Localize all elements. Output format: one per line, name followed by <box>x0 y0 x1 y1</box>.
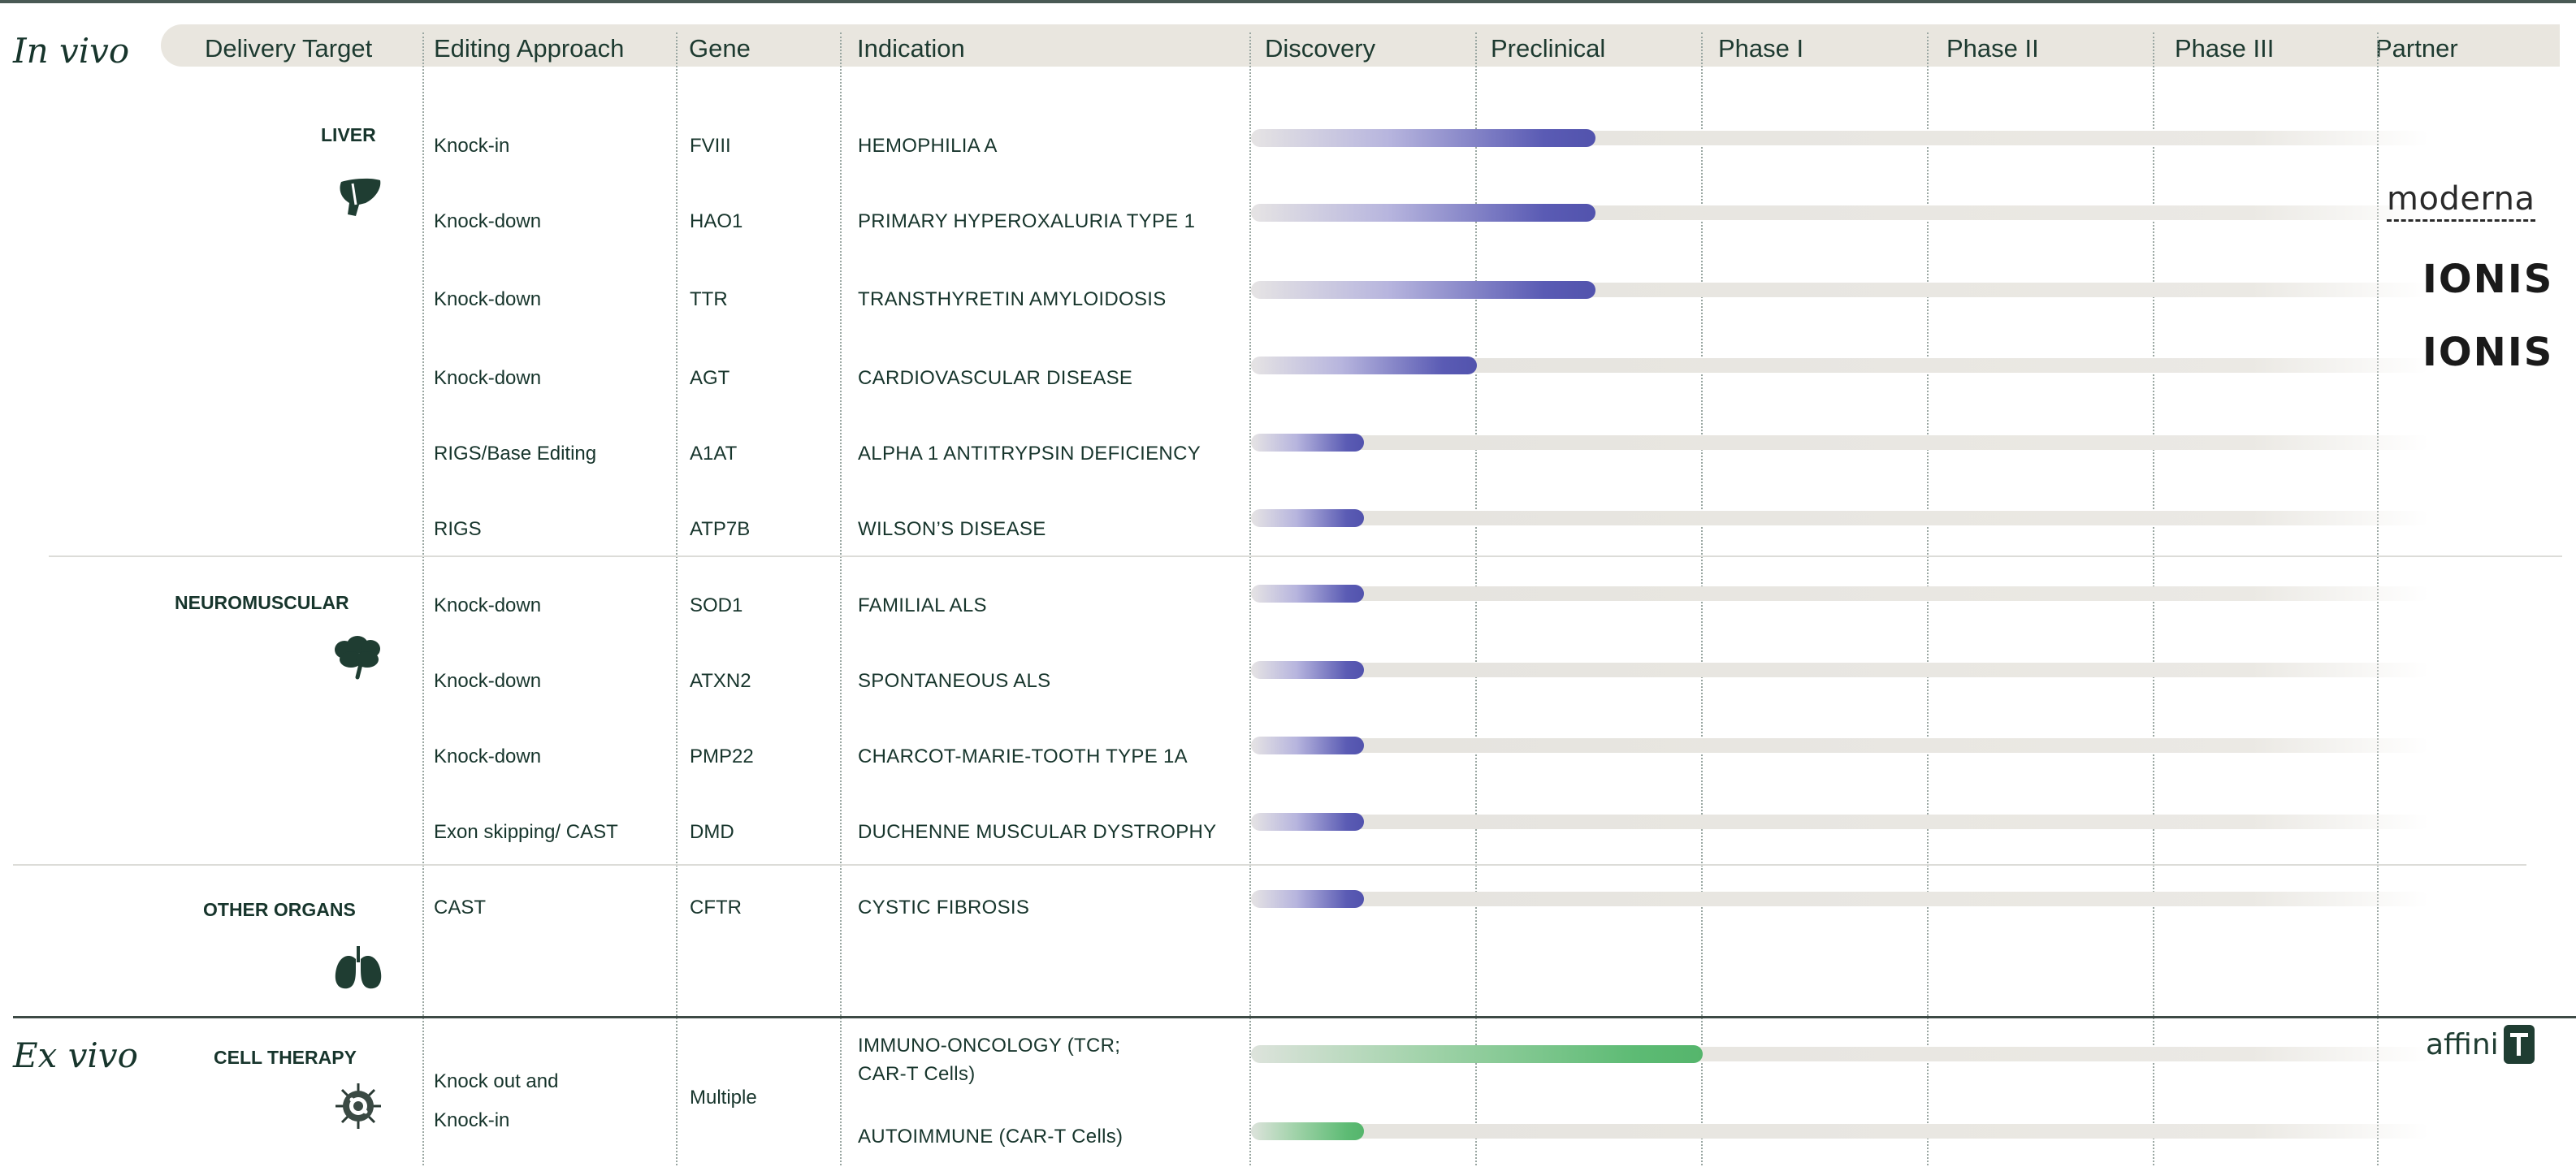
indication-cell: CARDIOVASCULAR DISEASE <box>858 367 1133 389</box>
editing-approach-cell: Knock-down <box>434 367 542 389</box>
column-divider <box>422 32 424 1165</box>
section-title-in-vivo: In vivo <box>13 31 130 71</box>
progress-bar <box>1251 129 1595 147</box>
indication-cell: WILSON’S DISEASE <box>858 518 1046 540</box>
affini-logo-text: affini <box>2426 1027 2499 1061</box>
gene-cell: A1AT <box>690 443 738 465</box>
gene-cell: TTR <box>690 288 728 310</box>
gene-cell: HAO1 <box>690 210 743 232</box>
progress-track <box>1251 435 2429 450</box>
editing-approach-cell: Knock-down <box>434 670 542 692</box>
editing-approach-cell: RIGS <box>434 518 482 540</box>
progress-track <box>1251 663 2429 677</box>
liver-icon <box>340 178 381 216</box>
ionis-logo: IONIS <box>2422 330 2554 375</box>
affini-logo: affini <box>2426 1025 2535 1064</box>
editing-approach-cell: Exon skipping/ CAST <box>434 821 618 843</box>
indication-cell: AUTOIMMUNE (CAR-T Cells) <box>858 1126 1123 1148</box>
progress-bar <box>1251 585 1364 603</box>
group-divider <box>13 864 2526 866</box>
indication-cell: PRIMARY HYPEROXALURIA TYPE 1 <box>858 210 1196 232</box>
gene-cell: ATP7B <box>690 518 751 540</box>
progress-bar <box>1251 281 1595 299</box>
progress-bar <box>1251 1122 1364 1140</box>
header-phase-1: Phase I <box>1718 34 1804 63</box>
affini-t-icon <box>2503 1025 2535 1064</box>
progress-bar <box>1251 661 1364 679</box>
header-phase-2: Phase II <box>1946 34 2039 63</box>
editing-approach-cell: Knock-down <box>434 746 542 767</box>
editing-approach-cell: Knock-down <box>434 288 542 310</box>
header-editing-approach: Editing Approach <box>434 34 625 63</box>
editing-approach-line2: Knock-in <box>434 1109 510 1131</box>
editing-approach-cell: CAST <box>434 897 487 918</box>
indication-cell: CYSTIC FIBROSIS <box>858 897 1030 918</box>
progress-bar <box>1251 204 1595 222</box>
gene-cell: AGT <box>690 367 730 389</box>
column-divider <box>840 32 842 1165</box>
header-discovery: Discovery <box>1265 34 1376 63</box>
top-rule <box>0 0 2576 3</box>
moderna-logo-text: moderna <box>2387 180 2535 218</box>
gene-cell: FVIII <box>690 135 731 157</box>
progress-bar <box>1251 813 1364 831</box>
header-indication: Indication <box>857 34 965 63</box>
indication-cell: ALPHA 1 ANTITRYPSIN DEFICIENCY <box>858 443 1201 465</box>
column-divider <box>1249 32 1251 1165</box>
progress-track <box>1251 1124 2429 1139</box>
target-liver: LIVER <box>321 124 376 145</box>
progress-bar <box>1251 890 1364 908</box>
gene-cell: DMD <box>690 821 734 843</box>
header-preclinical: Preclinical <box>1491 34 1606 63</box>
progress-bar <box>1251 737 1364 754</box>
target-other-organs: OTHER ORGANS <box>203 899 356 920</box>
gene-cell: PMP22 <box>690 746 754 767</box>
section-title-ex-vivo: Ex vivo <box>13 1035 138 1075</box>
brain-icon <box>335 636 380 680</box>
indication-cell: FAMILIAL ALS <box>858 594 987 616</box>
column-divider <box>676 32 678 1165</box>
indication-cell: TRANSTHYRETIN AMYLOIDOSIS <box>858 288 1167 310</box>
header-gene: Gene <box>689 34 751 63</box>
gene-cell: CFTR <box>690 897 742 918</box>
progress-track <box>1251 738 2429 753</box>
progress-bar <box>1251 1045 1703 1063</box>
indication-line2: CAR-T Cells) <box>858 1063 976 1085</box>
progress-bar <box>1251 434 1364 452</box>
editing-approach-cell: Knock-down <box>434 594 542 616</box>
indication-cell: HEMOPHILIA A <box>858 135 998 157</box>
editing-approach-cell: Knock-in <box>434 135 510 157</box>
target-cell-therapy: CELL THERAPY <box>214 1047 357 1068</box>
target-neuromuscular: NEUROMUSCULAR <box>175 592 349 613</box>
header-delivery-target: Delivery Target <box>205 34 373 63</box>
header-band <box>161 24 2560 67</box>
moderna-logo: moderna <box>2387 180 2535 222</box>
moderna-logo-underline <box>2387 219 2535 222</box>
progress-bar <box>1251 357 1477 374</box>
gene-cell: SOD1 <box>690 594 743 616</box>
indication-line1: IMMUNO-ONCOLOGY (TCR; <box>858 1035 1121 1057</box>
gene-cell: ATXN2 <box>690 670 751 692</box>
progress-track <box>1251 815 2429 829</box>
indication-cell: DUCHENNE MUSCULAR DYSTROPHY <box>858 821 1217 843</box>
ionis-logo: IONIS <box>2422 257 2554 302</box>
indication-cell: SPONTANEOUS ALS <box>858 670 1051 692</box>
header-partner: Partner <box>2375 34 2458 63</box>
cell-icon <box>336 1083 381 1129</box>
header-phase-3: Phase III <box>2175 34 2275 63</box>
lungs-icon <box>335 946 382 989</box>
editing-approach-line1: Knock out and <box>434 1070 559 1092</box>
progress-track <box>1251 892 2429 906</box>
progress-track <box>1251 586 2429 601</box>
progress-track <box>1251 358 2429 373</box>
indication-cell: CHARCOT-MARIE-TOOTH TYPE 1A <box>858 746 1188 767</box>
gene-cell: Multiple <box>690 1087 757 1109</box>
editing-approach-cell: RIGS/Base Editing <box>434 443 597 465</box>
progress-track <box>1251 511 2429 525</box>
group-divider <box>49 555 2562 557</box>
editing-approach-cell: Knock-down <box>434 210 542 232</box>
progress-bar <box>1251 509 1364 527</box>
section-divider <box>13 1016 2576 1018</box>
